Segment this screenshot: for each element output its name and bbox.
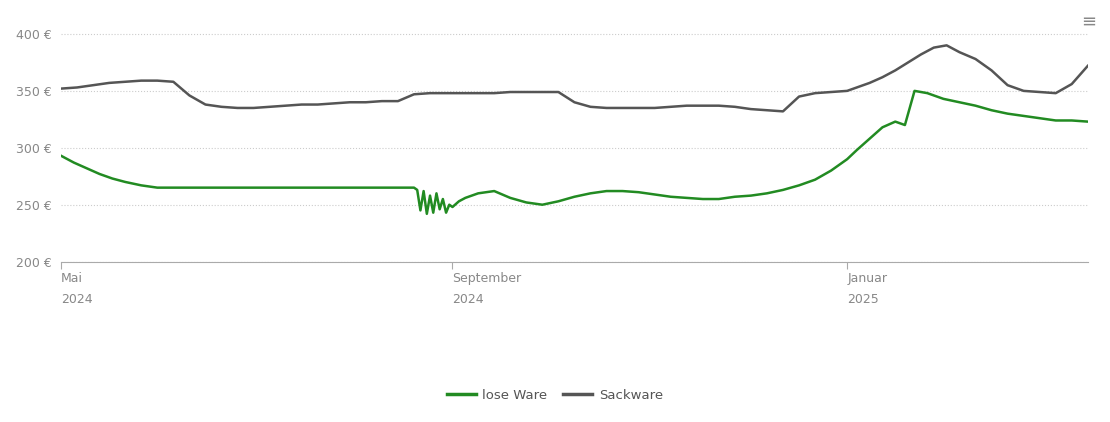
- Text: 2024: 2024: [61, 293, 92, 306]
- Text: September: September: [453, 272, 522, 285]
- Text: ≡: ≡: [1081, 13, 1097, 31]
- Text: Mai: Mai: [61, 272, 83, 285]
- Text: 2024: 2024: [453, 293, 484, 306]
- Text: Januar: Januar: [847, 272, 887, 285]
- Legend: lose Ware, Sackware: lose Ware, Sackware: [442, 384, 668, 407]
- Text: 2025: 2025: [847, 293, 879, 306]
